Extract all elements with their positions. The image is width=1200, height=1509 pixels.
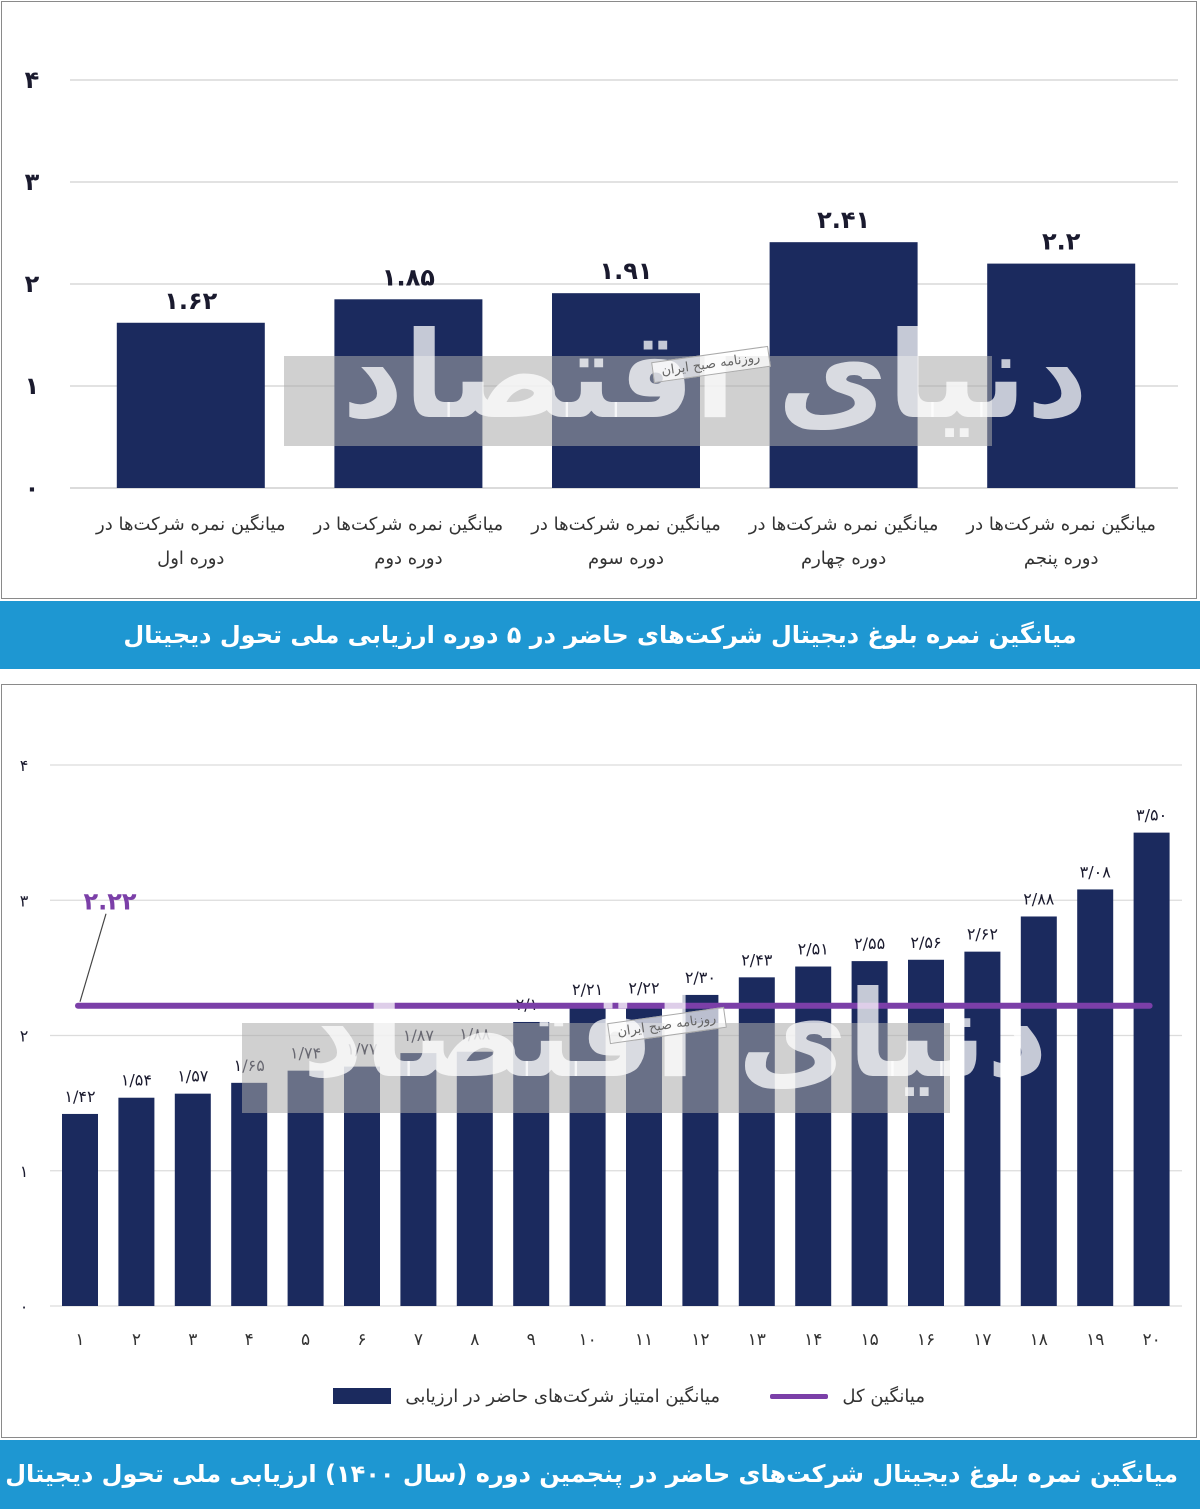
data-label: ۲.۲ [1042,228,1081,256]
bar [964,951,1001,1306]
x-category-label: ۱۶ [917,1330,935,1350]
watermark-band-2 [242,1023,950,1113]
data-label: ۲/۵۱ [798,940,829,959]
y-tick-label: ۳ [25,168,40,196]
average-line-label: ۲.۲۲ [83,888,136,916]
data-label: ۱/۵۴ [121,1071,152,1090]
chart-panel-1: ۰ ۱ ۲ ۳ ۴ ۱.۶۲ میانگین نمره شرکت‌ها در دوره اول… [1,1,1197,599]
x-category-label: ۱۹ [1086,1330,1104,1350]
bar [1133,832,1170,1306]
data-label: ۳/۵۰ [1136,806,1167,825]
chart-1-title-banner: میانگین نمره بلوغ دیجیتال شرکت‌های حاضر … [0,601,1200,669]
bar [987,263,1136,488]
x-category-label: ۲ [132,1330,141,1350]
y-tick-label: ۰ [20,1297,29,1316]
data-label: ۲/۶۲ [967,925,998,944]
chart-1-svg: ۰ ۱ ۲ ۳ ۴ ۱.۶۲ میانگین نمره شرکت‌ها در دوره اول… [25,66,1178,569]
x-category-label: دوره پنجم [1024,548,1099,569]
data-label: ۲/۲۱ [572,980,603,999]
chart-2-svg: ۰۱۲۳۴۱/۴۲۱۱/۵۴۲۱/۵۷۳۱/۶۵۴۱/۷۴۵۱/۷۷۶۱/۸۷۷… [20,756,1182,1350]
x-category-label: ۵ [301,1330,310,1350]
chart-2-legend: میانگین امتیاز شرکت‌های حاضر در ارزیابی … [0,1378,1200,1414]
data-label: ۲.۴۱ [817,206,870,234]
y-tick-label: ۴ [20,756,29,775]
watermark-band-1 [284,356,992,446]
bar [851,961,888,1306]
data-label: ۱.۸۵ [382,263,435,291]
x-category-label: میانگین نمره شرکت‌ها در [313,513,504,535]
x-category-label: دوره دوم [374,548,442,569]
bar [118,1097,155,1306]
chart-panel-2: ۰۱۲۳۴۱/۴۲۱۱/۵۴۲۱/۵۷۳۱/۶۵۴۱/۷۴۵۱/۷۷۶۱/۸۷۷… [1,684,1197,1438]
x-category-label: ۱۱ [635,1330,653,1350]
legend-item-bars: میانگین امتیاز شرکت‌های حاضر در ارزیابی [333,1378,720,1414]
x-category-label: ۲۰ [1142,1330,1160,1350]
data-label: ۲/۸۸ [1023,889,1055,908]
data-label: ۲/۴۳ [741,950,773,969]
average-callout-leader [79,913,107,1002]
data-label: ۱/۵۷ [177,1067,209,1086]
legend-line-swatch [770,1393,829,1399]
legend-bar-swatch [333,1388,392,1404]
x-category-label: ۱۲ [691,1330,709,1350]
data-label: ۳/۰۸ [1080,862,1112,881]
bar [174,1093,211,1306]
chart-2-title-banner: میانگین نمره بلوغ دیجیتال شرکت‌های حاضر … [0,1440,1200,1509]
bar [62,1113,98,1306]
x-category-label: ۹ [527,1330,536,1350]
data-label: ۲/۳۰ [685,968,716,987]
x-category-label: ۱۴ [804,1330,822,1350]
y-tick-label: ۲ [25,270,40,298]
bar [116,322,265,488]
data-label: ۱.۹۱ [599,257,652,285]
x-category-label: ۱۳ [748,1330,766,1350]
x-category-label: ۱۷ [973,1330,991,1350]
data-label: ۲/۵۶ [910,933,941,952]
y-tick-label: ۴ [25,66,40,94]
bar [908,959,944,1306]
x-category-label: ۴ [245,1330,254,1350]
bar [231,1082,268,1306]
x-category-label: ۳ [188,1330,197,1350]
x-category-label: ۱۰ [578,1330,596,1350]
watermark-text-2: دنیای اقتصاد [302,966,1049,1105]
y-tick-label: ۱ [20,1162,29,1181]
legend-bars-label: میانگین امتیاز شرکت‌های حاضر در ارزیابی [405,1385,720,1407]
x-category-label: ۷ [414,1330,423,1350]
x-category-label: میانگین نمره شرکت‌ها در [965,513,1156,535]
y-tick-label: ۱ [25,372,40,400]
x-category-label: ۱ [75,1330,84,1350]
data-label: ۱.۶۲ [164,287,217,315]
legend-item-line: میانگین کل [770,1378,925,1414]
x-category-label: ۸ [470,1330,479,1350]
y-tick-label: ۰ [25,474,40,502]
x-category-label: دوره چهارم [801,548,886,569]
data-label: ۲/۲۲ [628,979,659,998]
legend-line-label: میانگین کل [842,1385,925,1407]
x-category-label: ۱۵ [860,1330,878,1350]
x-category-label: دوره اول [157,548,224,569]
x-category-label: دوره سوم [588,548,664,569]
data-label: ۲/۵۵ [854,934,885,953]
bar [1020,916,1057,1306]
x-category-label: ۱۸ [1030,1330,1048,1350]
data-label: ۱/۴۲ [64,1087,95,1106]
bar [1077,889,1114,1306]
x-category-label: میانگین نمره شرکت‌ها در [530,513,721,535]
x-category-label: میانگین نمره شرکت‌ها در [748,513,939,535]
y-tick-label: ۲ [20,1027,29,1046]
x-category-label: میانگین نمره شرکت‌ها در [95,513,286,535]
watermark-text-1: دنیای اقتصاد [342,307,1089,446]
y-tick-label: ۳ [20,891,29,910]
x-category-label: ۶ [357,1330,366,1350]
